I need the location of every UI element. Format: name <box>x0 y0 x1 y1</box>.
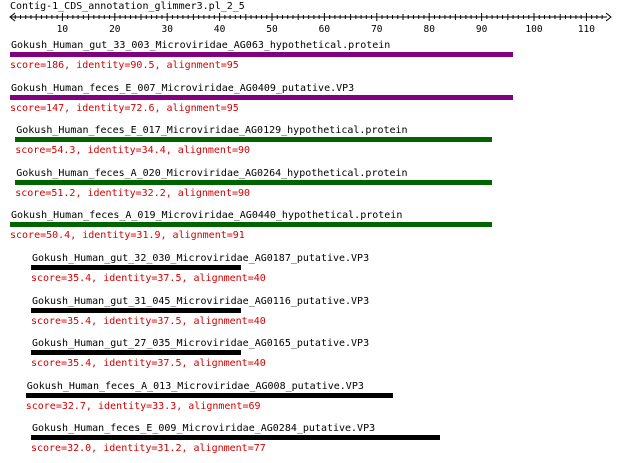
contig-title: Contig-1_CDS_annotation_glimmer3.pl_2_5 <box>10 1 245 12</box>
hit-score-text: score=35.4, identity=37.5, alignment=40 <box>30 273 266 284</box>
hit-row[interactable]: Gokush_Human_feces_A_020_Microviridae_AG… <box>0 168 620 208</box>
hit-name: Gokush_Human_feces_E_009_Microviridae_AG… <box>31 423 376 435</box>
hit-name: Gokush_Human_feces_A_013_Microviridae_AG… <box>26 380 364 392</box>
hit-score-text: score=35.4, identity=37.5, alignment=40 <box>30 358 266 370</box>
position-ruler: 10 20 30 40 50 60 70 80 90 100 110 <box>9 12 612 35</box>
hit-name: Gokush_Human_feces_E_007_Microviridae_AG… <box>11 82 355 94</box>
hit-row[interactable]: Gokush_Human_gut_32_030_Microviridae_AG0… <box>0 253 620 293</box>
hit-row[interactable]: Gokush_Human_feces_A_019_Microviridae_AG… <box>0 210 620 250</box>
hit-name: Gokush_Human_gut_33_003_Microviridae_AG0… <box>11 40 391 51</box>
ruler-tick-label: 90 <box>476 24 488 35</box>
alignment-bar[interactable] <box>30 265 241 270</box>
hit-row[interactable]: Gokush_Human_feces_A_013_Microviridae_AG… <box>0 381 620 421</box>
hit-name: Gokush_Human_feces_E_017_Microviridae_AG… <box>16 125 408 137</box>
ruler-tick-label: 20 <box>109 24 121 35</box>
hit-score-text: score=147, identity=72.6, alignment=95 <box>10 102 239 114</box>
alignment-bar[interactable] <box>15 179 493 185</box>
alignment-bar[interactable] <box>30 435 440 441</box>
hit-row[interactable]: Gokush_Human_feces_E_009_Microviridae_AG… <box>0 423 620 463</box>
ruler-tick-label: 40 <box>214 24 226 35</box>
ruler-tick-label: 70 <box>371 24 383 35</box>
alignment-bar[interactable] <box>25 392 393 398</box>
hit-row[interactable]: Gokush_Human_feces_E_017_Microviridae_AG… <box>0 125 620 165</box>
alignment-bar[interactable] <box>30 307 241 313</box>
ruler-tick-label: 50 <box>266 24 278 35</box>
ruler-right-arrow-icon <box>605 12 612 22</box>
ruler-tick-label: 80 <box>423 24 435 35</box>
alignment-bar[interactable] <box>10 94 514 100</box>
ruler-tick-label: 10 <box>57 24 69 35</box>
hit-row[interactable]: Gokush_Human_gut_33_003_Microviridae_AG0… <box>0 40 620 80</box>
hit-score-text: score=51.2, identity=32.2, alignment=90 <box>15 187 251 199</box>
hit-name: Gokush_Human_feces_A_020_Microviridae_AG… <box>16 167 408 179</box>
hit-row[interactable]: Gokush_Human_gut_31_045_Microviridae_AG0… <box>0 296 620 336</box>
hit-score-text: score=32.0, identity=31.2, alignment=77 <box>30 443 266 455</box>
alignment-bar[interactable] <box>10 222 493 228</box>
ruler-left-arrow-icon <box>9 12 16 22</box>
hit-name: Gokush_Human_gut_27_035_Microviridae_AG0… <box>31 338 370 350</box>
ruler-tick-label: 30 <box>161 24 173 35</box>
alignment-bar[interactable] <box>15 137 493 143</box>
alignment-bar[interactable] <box>30 350 241 356</box>
hit-score-text: score=35.4, identity=37.5, alignment=40 <box>30 315 266 327</box>
hit-row[interactable]: Gokush_Human_gut_27_035_Microviridae_AG0… <box>0 338 620 378</box>
hit-score-text: score=54.3, identity=34.4, alignment=90 <box>15 145 251 157</box>
hit-row[interactable]: Gokush_Human_feces_E_007_Microviridae_AG… <box>0 83 620 123</box>
hit-score-text: score=32.7, identity=33.3, alignment=69 <box>25 400 261 412</box>
hit-name: Gokush_Human_feces_A_019_Microviridae_AG… <box>11 210 403 222</box>
alignment-bar[interactable] <box>10 52 514 57</box>
hit-score-text: score=186, identity=90.5, alignment=95 <box>10 60 239 71</box>
ruler-tick-label: 110 <box>578 24 595 35</box>
ruler-tick-label: 60 <box>319 24 331 35</box>
hit-score-text: score=50.4, identity=31.9, alignment=91 <box>10 230 245 242</box>
hit-name: Gokush_Human_gut_32_030_Microviridae_AG0… <box>31 253 370 264</box>
hit-name: Gokush_Human_gut_31_045_Microviridae_AG0… <box>31 295 370 307</box>
ruler-tick-label: 100 <box>525 24 542 35</box>
